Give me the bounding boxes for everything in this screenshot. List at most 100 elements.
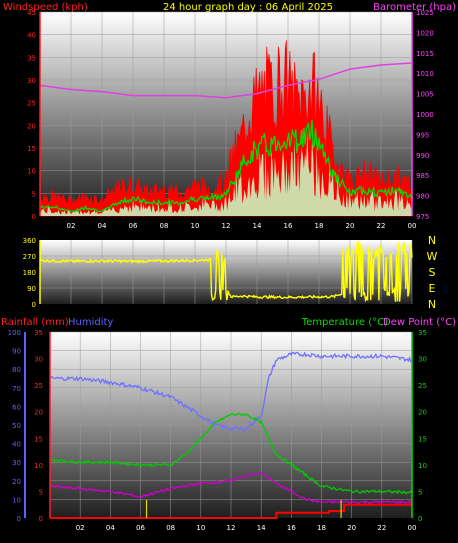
humidity-y-tick-label: 80	[12, 366, 21, 374]
wind-x-tick-label: 06	[129, 222, 138, 230]
rainfall-label: Rainfall (mm)	[1, 317, 69, 328]
wind-y-tick-label: 35	[27, 54, 36, 62]
humidity-y-tick-label: 0	[17, 515, 21, 523]
rain-y-tick-label: 10	[34, 462, 43, 470]
wind-y-tick-label: 30	[27, 77, 36, 85]
temperature-x-tick-label: 22	[377, 524, 386, 532]
barometer-y-tick-label: 975	[416, 213, 429, 221]
direction-y-tick-label: 90	[27, 285, 36, 293]
wind-x-tick-label: 18	[315, 222, 324, 230]
temperature-y-tick-label: 10	[418, 462, 427, 470]
humidity-y-tick-label: 90	[12, 348, 21, 356]
humidity-y-tick-label: 50	[12, 422, 21, 430]
barometer-y-tick-label: 995	[416, 131, 429, 139]
temperature-x-tick-label: 06	[136, 524, 145, 532]
compass-label: N	[428, 298, 436, 311]
chart-title: 24 hour graph day : 06 April 2025	[163, 2, 333, 13]
humidity-y-tick-label: 100	[8, 329, 21, 337]
barometer-y-tick-label: 1000	[416, 111, 434, 119]
wind-average-line	[39, 119, 413, 213]
humidity-y-tick-label: 70	[12, 385, 21, 393]
barometer-y-tick-label: 1015	[416, 50, 434, 58]
rain-y-tick-label: 30	[34, 356, 43, 364]
wind-x-tick-label: 16	[284, 222, 293, 230]
temperature-panel: 0102030405060708090100051015202530350510…	[8, 329, 427, 532]
humidity-line	[49, 351, 413, 432]
compass-label: W	[427, 250, 438, 263]
rain-y-tick-label: 15	[34, 435, 43, 443]
barometer-y-tick-label: 1010	[416, 70, 434, 78]
wind-y-tick-label: 40	[27, 32, 36, 40]
wind-y-tick-label: 45	[27, 9, 36, 17]
rain-y-tick-label: 0	[39, 515, 43, 523]
temperature-x-tick-label: 16	[287, 524, 296, 532]
barometer-line	[39, 62, 413, 99]
compass-label: E	[429, 282, 436, 295]
wind-light-area	[40, 131, 412, 216]
temperature-y-tick-label: 5	[418, 488, 422, 496]
humidity-y-tick-label: 10	[12, 496, 21, 504]
barometer-y-tick-label: 985	[416, 172, 429, 180]
wind-y-tick-label: 20	[27, 122, 36, 130]
wind-panel: 0510152025303540459759809859909951000100…	[27, 9, 434, 230]
barometer-y-tick-label: 980	[416, 193, 429, 201]
temperature-y-tick-label: 30	[418, 356, 427, 364]
temperature-x-tick-label: 02	[76, 524, 85, 532]
rain-y-tick-label: 5	[39, 488, 43, 496]
humidity-y-tick-label: 60	[12, 403, 21, 411]
wind-y-tick-label: 25	[27, 100, 36, 108]
temperature-line	[49, 412, 413, 495]
temperature-x-tick-label: 20	[347, 524, 356, 532]
wind-direction-trace	[39, 240, 413, 303]
direction-y-tick-label: 180	[23, 269, 36, 277]
direction-y-tick-label: 360	[23, 237, 36, 245]
wind-x-tick-label: 12	[222, 222, 231, 230]
temperature-y-tick-label: 0	[418, 515, 422, 523]
humidity-y-tick-label: 20	[12, 478, 21, 486]
temperature-y-tick-label: 25	[418, 382, 427, 390]
temperature-x-tick-label: 18	[317, 524, 326, 532]
dewpoint-line	[49, 471, 413, 505]
temperature-label: Temperature (°C)	[301, 317, 388, 328]
wind-x-tick-label: 14	[253, 222, 262, 230]
wind-y-tick-label: 0	[32, 213, 36, 221]
compass-label: S	[429, 266, 436, 279]
compass-label: N	[428, 234, 436, 247]
temperature-x-tick-label: 08	[166, 524, 175, 532]
temperature-y-tick-label: 20	[418, 409, 427, 417]
barometer-y-tick-label: 990	[416, 152, 429, 160]
rain-y-tick-label: 25	[34, 382, 43, 390]
wind-y-tick-label: 5	[32, 190, 36, 198]
temperature-y-tick-label: 15	[418, 435, 427, 443]
wind-y-tick-label: 15	[27, 145, 36, 153]
temperature-x-tick-label: 12	[227, 524, 236, 532]
temperature-x-tick-label: 14	[257, 524, 266, 532]
barometer-y-tick-label: 1005	[416, 91, 434, 99]
wind-x-tick-label: 10	[191, 222, 200, 230]
wind-x-tick-label: 00	[408, 222, 417, 230]
barometer-y-tick-label: 1020	[416, 29, 434, 37]
humidity-y-tick-label: 30	[12, 459, 21, 467]
temperature-x-tick-label: 10	[196, 524, 205, 532]
barometer-y-tick-label: 1025	[416, 9, 434, 17]
windspeed-label: Windspeed (kph)	[3, 2, 88, 13]
wind-x-tick-label: 08	[160, 222, 169, 230]
wind-y-tick-label: 10	[27, 168, 36, 176]
temperature-y-tick-label: 35	[418, 329, 427, 337]
wind-x-tick-label: 20	[346, 222, 355, 230]
rain-y-tick-label: 20	[34, 409, 43, 417]
humidity-label: Humidity	[68, 317, 113, 328]
wind-x-tick-label: 02	[67, 222, 76, 230]
dewpoint-label: Dew Point (°C)	[383, 317, 456, 328]
barometer-label: Barometer (hpa)	[373, 2, 456, 13]
wind-x-tick-label: 04	[98, 222, 107, 230]
wind-x-tick-label: 22	[377, 222, 386, 230]
rainfall-total-line	[50, 503, 412, 519]
direction-y-tick-label: 270	[23, 253, 36, 261]
temperature-x-tick-label: 00	[408, 524, 417, 532]
rain-y-tick-label: 35	[34, 329, 43, 337]
direction-y-tick-label: 0	[32, 301, 36, 309]
temperature-x-tick-label: 04	[106, 524, 115, 532]
